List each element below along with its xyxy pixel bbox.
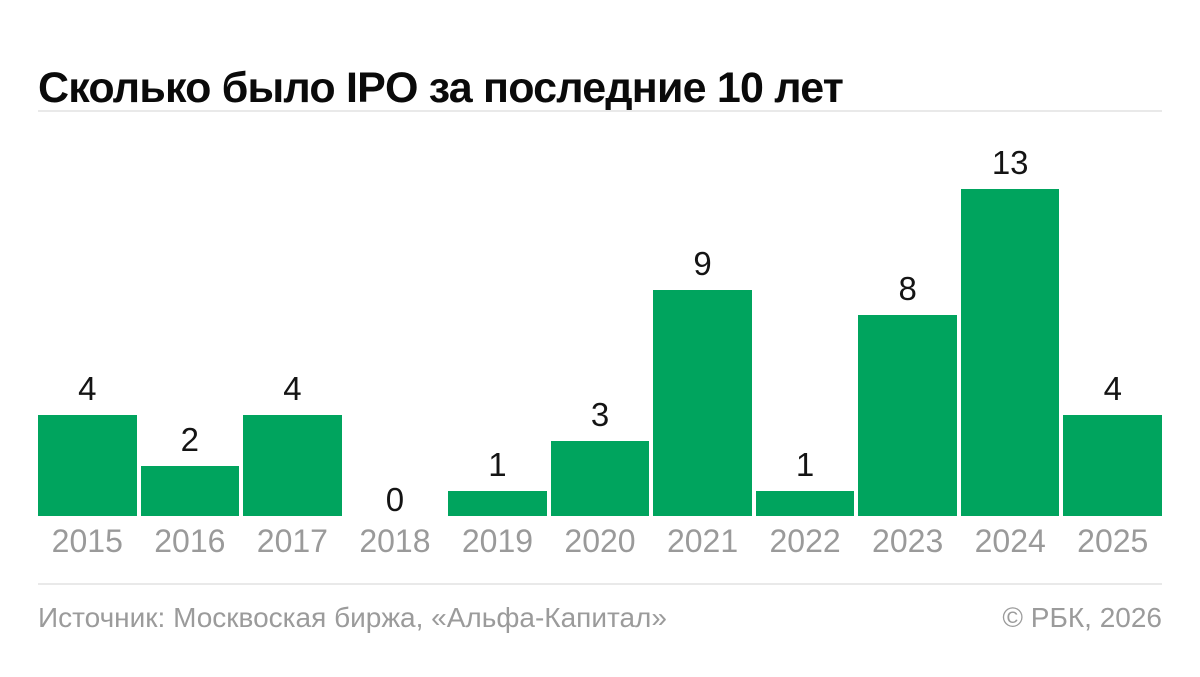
bar-column-2023: 8 <box>858 112 957 516</box>
copyright-credit: © РБК, 2026 <box>1002 602 1162 633</box>
bar-column-2022: 1 <box>755 112 855 516</box>
bar-column-2016: 2 <box>140 112 240 516</box>
source-credit: Источник: Москвоская биржа, «Альфа-Капит… <box>38 602 667 633</box>
x-axis-label: 2015 <box>51 523 123 559</box>
bar <box>858 315 957 516</box>
bar-value-label: 9 <box>693 245 712 282</box>
bar-column-2020: 3 <box>550 112 650 516</box>
bar-value-label: 4 <box>1103 370 1122 407</box>
x-axis-label: 2018 <box>359 523 431 559</box>
bar <box>140 466 240 516</box>
bar-value-label: 1 <box>488 446 507 483</box>
bar-chart: 4 2 4 0 1 3 9 1 8 13 4 <box>38 112 1163 516</box>
x-axis: 2015 2016 2017 2018 2019 2020 2021 2022 2023 2024… <box>38 523 1162 559</box>
bar-value-label: 4 <box>78 370 97 407</box>
x-axis-label: 2022 <box>769 523 841 559</box>
chart-footer: Источник: Москвоская биржа, «Альфа-Капит… <box>38 602 1162 634</box>
bar-column-2025: 4 <box>1063 112 1163 516</box>
bar-value-label: 3 <box>590 396 610 433</box>
bar-column-2015: 4 <box>38 112 137 516</box>
x-axis-label: 2016 <box>154 523 226 559</box>
bar-column-2019: 1 <box>448 112 547 516</box>
bar <box>653 290 752 516</box>
bar <box>243 415 342 516</box>
x-axis-label: 2023 <box>872 523 944 559</box>
page-title: Сколько было IPO за последние 10 лет <box>38 63 844 112</box>
x-axis-label: 2024 <box>974 523 1046 559</box>
bar <box>550 441 650 516</box>
bar <box>38 415 137 516</box>
bar <box>448 491 547 516</box>
bottom-divider <box>38 583 1162 585</box>
bar <box>1063 415 1163 516</box>
x-axis-label: 2019 <box>461 523 534 559</box>
bar-column-2017: 4 <box>243 112 342 516</box>
bar-value-label: 2 <box>180 421 199 458</box>
top-divider <box>38 110 1162 112</box>
bar-value-label: 13 <box>991 144 1029 181</box>
x-axis-label: 2025 <box>1077 523 1149 559</box>
bar-value-label: 0 <box>385 481 405 518</box>
bar <box>960 189 1060 516</box>
x-axis-label: 2021 <box>666 523 739 559</box>
bar-column-2024: 13 <box>960 112 1060 516</box>
bar-value-label: 4 <box>283 370 302 407</box>
bar-value-label: 8 <box>898 270 917 307</box>
bar-value-label: 1 <box>795 446 815 483</box>
x-axis-label: 2020 <box>564 523 636 559</box>
bar-column-2021: 9 <box>653 112 752 516</box>
x-axis-label: 2017 <box>256 523 328 559</box>
bar-column-2018: 0 <box>346 112 445 516</box>
bar <box>755 491 855 516</box>
